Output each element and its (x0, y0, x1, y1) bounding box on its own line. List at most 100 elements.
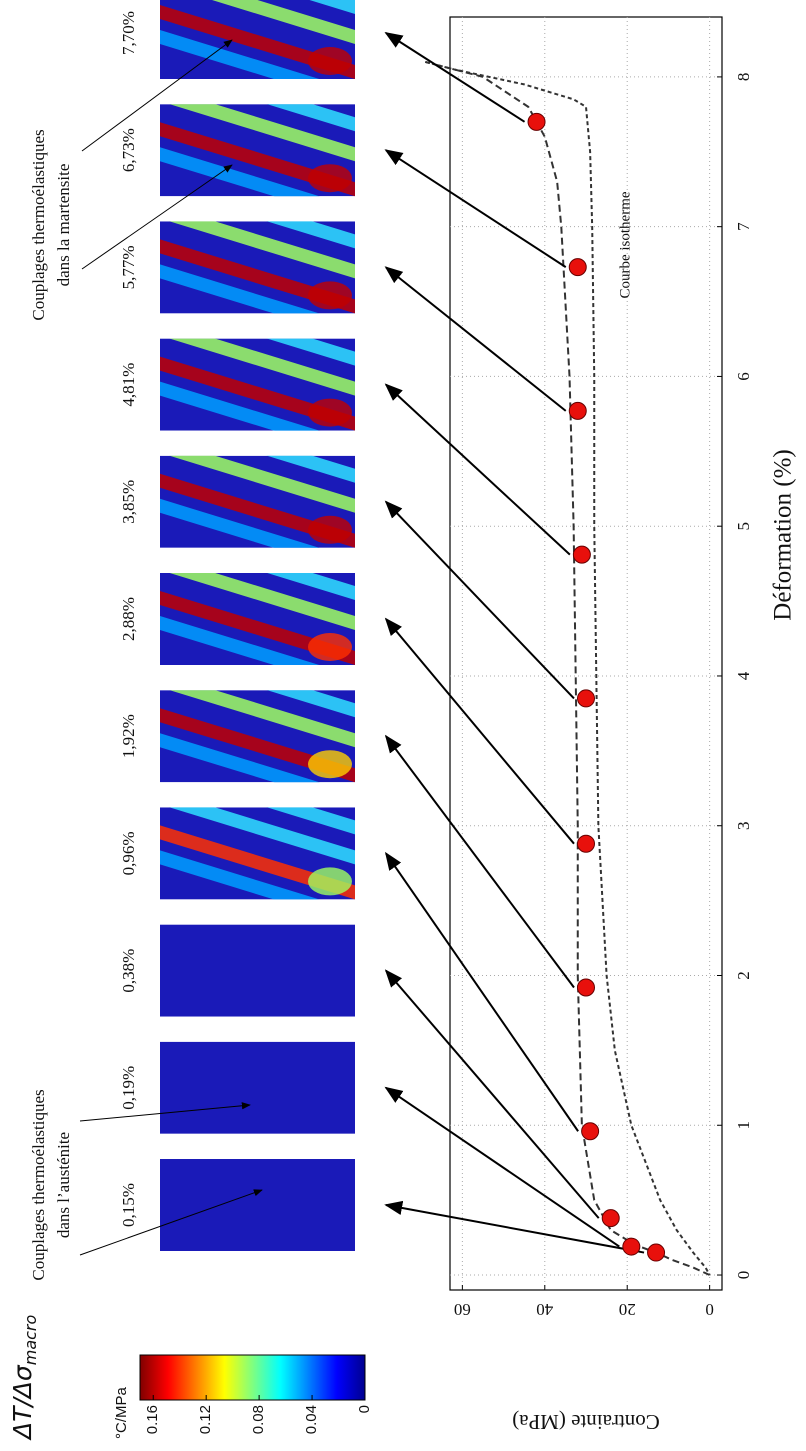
y-tick-label: 20 (619, 1300, 636, 1319)
data-point (622, 1237, 641, 1256)
arrow (384, 1086, 620, 1248)
plot-area (449, 16, 723, 1291)
colorbar-title: ΔT/Δσmacro (8, 1314, 40, 1441)
stripe (160, 807, 355, 835)
thermal-image (160, 0, 355, 79)
thermal-image (160, 807, 355, 900)
x-tick-label: 1 (734, 1121, 753, 1130)
stripe (160, 104, 355, 162)
data-point (527, 112, 546, 131)
arrow (384, 32, 526, 123)
y-tick-label: 40 (536, 1300, 553, 1319)
arrow (384, 851, 579, 1132)
data-point (647, 1243, 666, 1262)
arrow (384, 969, 600, 1219)
snapshot-label: 0,15% (119, 1183, 138, 1227)
stripe (160, 733, 355, 783)
colorbar-tick-label: 0.16 (144, 1405, 161, 1434)
x-tick-label: 8 (734, 73, 753, 82)
pointer (81, 39, 233, 152)
stripe (160, 616, 355, 665)
colorbar-tick-label: 0.08 (250, 1405, 267, 1434)
data-point (568, 401, 587, 420)
arrow (384, 149, 567, 268)
stripe (160, 807, 355, 865)
hot-spot (308, 515, 352, 544)
colorbar-title-main: ΔT/Δσ (8, 1364, 37, 1441)
stripe (160, 455, 355, 513)
stripe (160, 356, 355, 431)
stripe (160, 825, 355, 900)
x-tick-label: 3 (734, 821, 753, 830)
stripe (160, 221, 355, 249)
x-tick-label: 7 (734, 222, 753, 231)
arrow (384, 734, 575, 989)
stripe (160, 498, 355, 548)
colorbar-tick-label: 0.12 (197, 1405, 214, 1434)
arrow (384, 266, 567, 412)
image-base (160, 924, 355, 1017)
hot-spot (308, 867, 352, 896)
annotation: dans la martensite (54, 164, 73, 287)
hot-spot (308, 750, 352, 779)
pointer (81, 164, 233, 270)
snapshot-label: 2,88% (119, 597, 138, 641)
y-tick-label: 0 (705, 1300, 714, 1319)
snapshot-label: 6,73% (119, 128, 138, 172)
x-tick-label: 4 (734, 671, 753, 680)
data-point (581, 1122, 600, 1141)
x-tick-label: 0 (734, 1271, 753, 1280)
thermal-image (160, 1159, 355, 1251)
data-point (568, 258, 587, 277)
x-tick-label: 5 (734, 522, 753, 531)
stripe (160, 104, 355, 132)
arrow (384, 1200, 645, 1254)
stripe (160, 0, 355, 44)
thermal-image (160, 338, 355, 431)
image-base (160, 1159, 355, 1251)
stripe (160, 5, 355, 79)
stripe (160, 455, 355, 483)
x-axis-title: Déformation (%) (770, 449, 797, 620)
stripe (160, 264, 355, 314)
colorbar-tick-label: 0.04 (303, 1405, 320, 1434)
thermal-image (160, 455, 355, 548)
snapshot-label: 7,70% (119, 11, 138, 55)
y-tick-label: 60 (454, 1300, 471, 1319)
annotation: dans l’austénite (54, 1132, 73, 1238)
thermal-image (160, 1041, 355, 1134)
snapshot-label: 0,38% (119, 949, 138, 993)
snapshot-label: 4,81% (119, 363, 138, 407)
y-axis-title: Contrainte (MPa) (512, 1410, 660, 1434)
hot-spot (308, 47, 352, 75)
stripe (160, 221, 355, 279)
curve (425, 60, 711, 1276)
stripe (160, 573, 355, 600)
stripe (160, 338, 355, 396)
thermal-image (160, 924, 355, 1017)
thermal-image (160, 221, 355, 314)
image-base (160, 1041, 355, 1134)
x-tick-label: 2 (734, 971, 753, 980)
hot-spot (308, 633, 352, 661)
thermal-image (160, 690, 355, 783)
stripe (160, 30, 355, 79)
x-tick-label: 6 (734, 372, 753, 381)
stripe (160, 147, 355, 197)
data-point (601, 1209, 620, 1228)
stripe (160, 573, 355, 630)
stripe (160, 473, 355, 548)
colorbar (139, 1354, 366, 1401)
colorbar-title-sub: macro (21, 1314, 40, 1365)
stripe (160, 122, 355, 197)
pointer (79, 1102, 251, 1122)
pointer (79, 1189, 263, 1256)
stripe (160, 338, 355, 366)
snapshot-label: 5,77% (119, 245, 138, 289)
colorbar-unit: °C/MPa (113, 1387, 130, 1439)
annotation: Couplages thermoélastiques (29, 1089, 48, 1280)
arrow (384, 617, 575, 845)
snapshot-label: 0,19% (119, 1066, 138, 1110)
snapshot-label: 0,96% (119, 831, 138, 875)
